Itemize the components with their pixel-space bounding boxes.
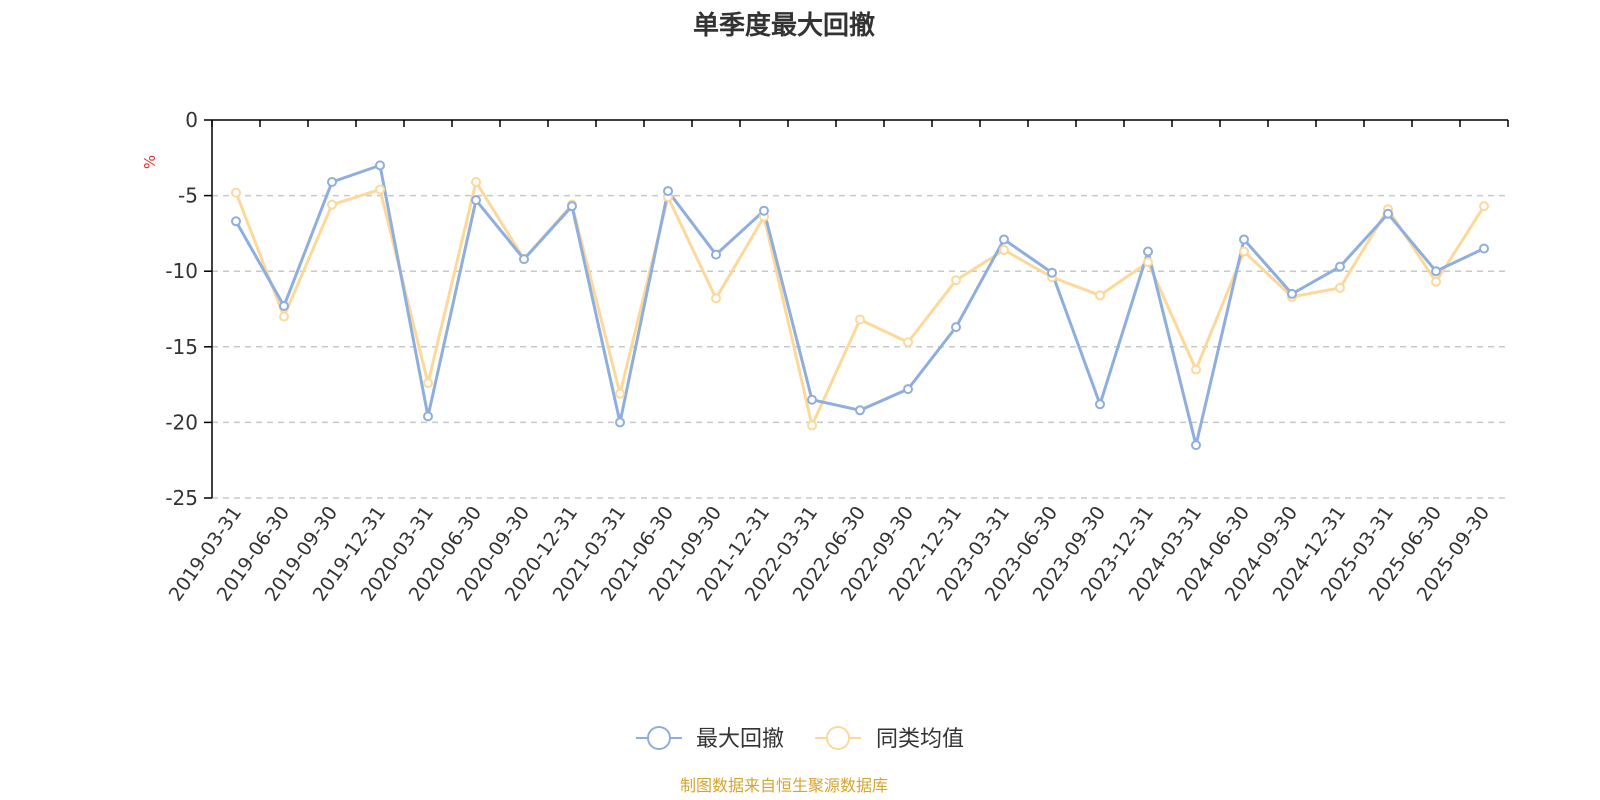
series-2-point[interactable] [423, 378, 433, 389]
series-2-point[interactable] [999, 245, 1009, 256]
series-2-point[interactable] [1143, 257, 1153, 268]
source-note: 制图数据来自恒生聚源数据库 [680, 776, 888, 795]
series-1-point[interactable] [855, 405, 865, 416]
series-2-point[interactable] [231, 187, 241, 198]
series-1-point[interactable] [615, 417, 625, 428]
grid-lines [212, 194, 1508, 499]
series-1-point[interactable] [1047, 267, 1057, 278]
series-1-point[interactable] [327, 176, 337, 187]
series-1-point[interactable] [471, 195, 481, 206]
series-2-point[interactable] [615, 388, 625, 399]
series-1-point[interactable] [231, 216, 241, 227]
y-axis-unit-label: % [141, 155, 159, 169]
legend-marker [826, 726, 850, 750]
axes [204, 119, 1509, 499]
series-2-point[interactable] [1431, 276, 1441, 287]
series-1-point[interactable] [663, 186, 673, 197]
y-tick-label: -15 [165, 335, 198, 359]
series-1-point[interactable] [759, 205, 769, 216]
series-1-point[interactable] [951, 322, 961, 333]
series-2-point[interactable] [1239, 246, 1249, 257]
series-2-point[interactable] [1095, 290, 1105, 301]
series-1-point[interactable] [1287, 288, 1297, 299]
series-1-point[interactable] [375, 160, 385, 171]
y-tick-label: -20 [165, 410, 198, 434]
series-1-point[interactable] [1479, 243, 1489, 254]
series-1-point[interactable] [1383, 208, 1393, 219]
legend-item-2[interactable]: 同类均值 [815, 726, 964, 752]
series-2-point[interactable] [375, 184, 385, 195]
series-1-point[interactable] [807, 394, 817, 405]
x-tick-labels: 2019-03-312019-06-302019-09-302019-12-31… [165, 502, 1494, 605]
series-1-point[interactable] [1431, 266, 1441, 277]
series-1-point[interactable] [1095, 399, 1105, 410]
series-1-point[interactable] [711, 249, 721, 260]
chart-title: 单季度最大回撤 [693, 10, 875, 41]
series-2-point[interactable] [471, 176, 481, 187]
y-tick-label: 0 [185, 108, 198, 132]
series-lines [231, 160, 1489, 451]
series-1-point[interactable] [903, 384, 913, 395]
series-1-point[interactable] [1335, 261, 1345, 272]
series-2-point[interactable] [1479, 201, 1489, 212]
series-2-point[interactable] [279, 311, 289, 322]
series-1-point[interactable] [423, 411, 433, 422]
legend-marker [647, 726, 671, 750]
series-1-point[interactable] [519, 254, 529, 265]
legend[interactable]: 最大回撤 同类均值 [636, 726, 964, 752]
legend-label: 同类均值 [876, 727, 964, 752]
series-2-point[interactable] [807, 420, 817, 431]
series-line-1 [234, 163, 1485, 447]
y-tick-label: -10 [165, 259, 198, 283]
series-2-point[interactable] [1335, 282, 1345, 293]
series-2-point[interactable] [855, 314, 865, 325]
series-1-point[interactable] [999, 234, 1009, 245]
series-2-point[interactable] [711, 293, 721, 304]
series-2-point[interactable] [951, 275, 961, 286]
series-2-point[interactable] [903, 337, 913, 348]
y-tick-label: -25 [165, 486, 198, 510]
y-tick-labels: 0 -5 -10 -15 -20 -25 [165, 108, 198, 510]
legend-label: 最大回撤 [696, 727, 784, 752]
series-1-point[interactable] [1143, 246, 1153, 257]
series-2-point[interactable] [327, 199, 337, 210]
series-1-point[interactable] [279, 300, 289, 311]
series-2-point[interactable] [1191, 364, 1201, 375]
y-tick-label: -5 [178, 184, 198, 208]
legend-item-1[interactable]: 最大回撤 [636, 726, 784, 752]
series-1-point[interactable] [567, 201, 577, 212]
series-1-point[interactable] [1239, 234, 1249, 245]
series-1-point[interactable] [1191, 440, 1201, 451]
